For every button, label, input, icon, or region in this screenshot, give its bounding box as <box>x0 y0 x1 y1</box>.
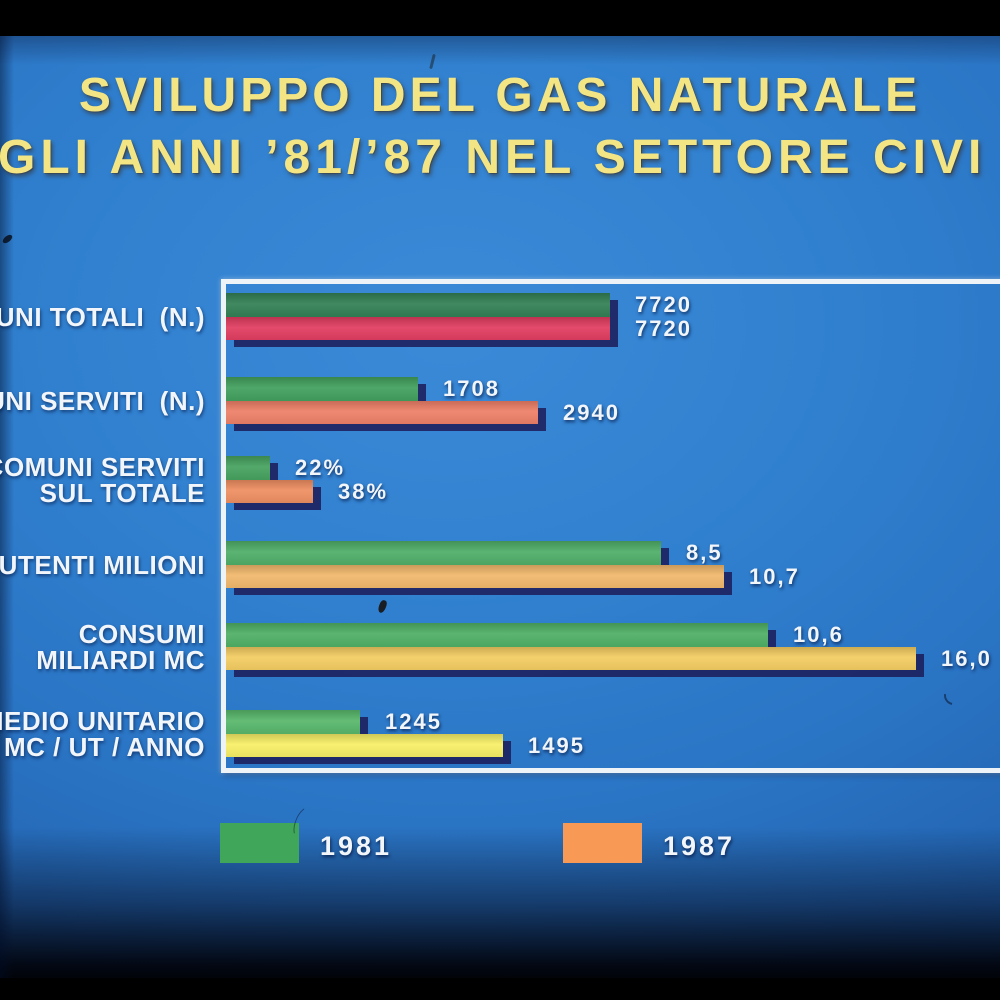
bar-1987 <box>226 734 503 757</box>
legend-swatch-1981 <box>220 823 299 863</box>
bar-value: 1245 <box>385 709 442 734</box>
bar-value: 16,0 <box>941 645 992 671</box>
bar-1981 <box>226 377 418 401</box>
film-speck <box>429 53 436 70</box>
chart-frame <box>221 279 1000 773</box>
bar-value: 2940 <box>563 399 620 425</box>
film-border-bottom <box>0 978 1000 1000</box>
bar-1981 <box>226 623 768 647</box>
bar-1987 <box>226 647 916 670</box>
slide-background: SVILUPPO DEL GAS NATURALE GLI ANNI ’81/’… <box>0 36 1000 1000</box>
chart-title-line1: SVILUPPO DEL GAS NATURALE <box>78 69 922 122</box>
legend-label-1987: 1987 <box>663 831 736 861</box>
category-label: UTENTI MILIONI <box>0 549 205 580</box>
bar-1981 <box>226 293 610 317</box>
film-speck <box>1 233 14 245</box>
bar-value: 22% <box>295 455 346 480</box>
bar-value: 7720 <box>635 292 692 317</box>
category-label: COMUNI SERVITI SUL TOTALE <box>0 451 205 508</box>
category-label: UNI TOTALI (N.) <box>0 301 205 332</box>
category-label: CONSUMI MILIARDI MC <box>36 618 205 675</box>
bar-value: 10,6 <box>793 622 844 647</box>
bar-value: 10,7 <box>749 563 800 589</box>
legend-swatch-1987 <box>563 823 642 863</box>
bar-value: 1495 <box>528 732 585 758</box>
film-border-top <box>0 0 1000 36</box>
bar-1987 <box>226 401 538 424</box>
bar-1981 <box>226 541 661 565</box>
bar-1987 <box>226 565 724 588</box>
legend-label-1981: 1981 <box>320 831 393 861</box>
bar-value: 7720 <box>635 315 692 341</box>
bar-1987 <box>226 480 313 503</box>
bar-value: 1708 <box>443 376 500 401</box>
bar-value: 8,5 <box>686 540 723 565</box>
chart-title-line2: GLI ANNI ’81/’87 NEL SETTORE CIVI <box>0 131 987 184</box>
bar-value: 38% <box>338 478 389 504</box>
bar-1987 <box>226 317 610 340</box>
bar-1981 <box>226 710 360 734</box>
category-label: MEDIO UNITARIO MC / UT / ANNO <box>0 705 205 762</box>
category-label: UNI SERVITI (N.) <box>0 385 205 416</box>
bar-1981 <box>226 456 270 480</box>
